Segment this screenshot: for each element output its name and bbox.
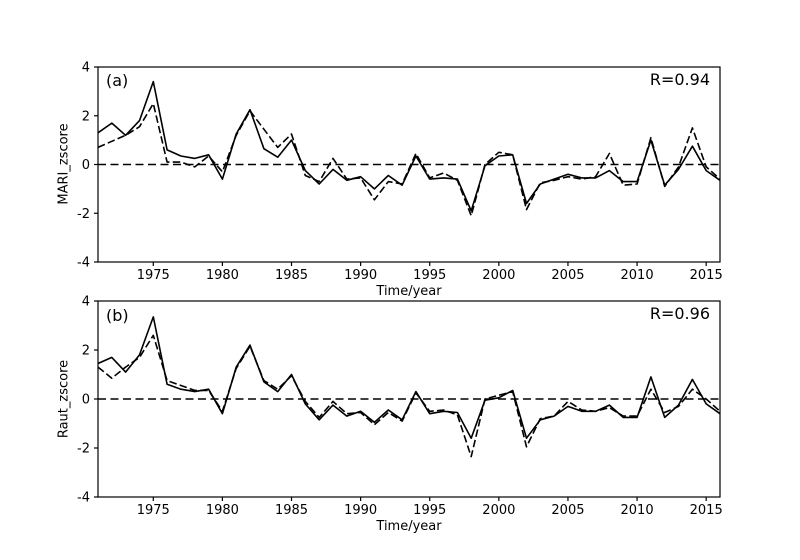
x-tick-label: 1985 [275, 503, 308, 518]
panel-b-ylabel: Raut_zscore [56, 359, 72, 439]
panel-b-xlabel: Time/year [376, 519, 442, 534]
x-tick-label: 1995 [413, 503, 446, 518]
x-tick-label: 1990 [344, 503, 377, 518]
panel-a-correlation: R=0.94 [649, 70, 710, 89]
series-solid-line [97, 80, 721, 212]
panel-a-ylabel: MARI_zscore [56, 123, 72, 205]
x-tick-label: 2015 [690, 503, 723, 518]
y-tick-label: -2 [77, 442, 90, 457]
y-tick-label: 2 [82, 109, 90, 124]
panel-b-label: (b) [106, 306, 129, 325]
x-tick-label: 2015 [690, 268, 723, 283]
x-tick-label: 1975 [137, 503, 170, 518]
y-tick-label: -4 [77, 256, 90, 271]
x-tick-label: 1990 [344, 268, 377, 283]
series-dashed-line [97, 102, 721, 217]
x-tick-label: 1980 [206, 268, 239, 283]
panel-b-correlation: R=0.96 [649, 304, 710, 323]
series-solid-line [97, 316, 721, 440]
x-tick-label: 2010 [621, 503, 654, 518]
series-dashed-line [97, 334, 721, 458]
x-tick-label: 2000 [482, 268, 515, 283]
x-tick-label: 2010 [621, 268, 654, 283]
x-tick-label: 1995 [413, 268, 446, 283]
y-tick-label: 0 [82, 393, 90, 408]
x-tick-label: 1980 [206, 503, 239, 518]
panel-a-xlabel: Time/year [376, 284, 442, 299]
panel-a: 1975 1980 1985 1990 1995 2000 2005 2010 2015 -4 -2… [77, 61, 723, 284]
y-tick-label: -4 [77, 491, 90, 506]
x-tick-label: 2005 [551, 268, 584, 283]
panel-b: 1975 1980 1985 1990 1995 2000 2005 2010 2015 -4 -2… [77, 295, 723, 519]
y-tick-label: 0 [82, 158, 90, 173]
x-tick-label: 1975 [137, 268, 170, 283]
x-tick-label: 2000 [482, 503, 515, 518]
y-tick-label: -2 [77, 207, 90, 222]
y-tick-label: 4 [82, 295, 90, 310]
x-tick-label: 1985 [275, 268, 308, 283]
x-tick-label: 2005 [551, 503, 584, 518]
y-tick-label: 2 [82, 344, 90, 359]
y-tick-label: 4 [82, 61, 90, 76]
panel-a-label: (a) [106, 71, 129, 90]
